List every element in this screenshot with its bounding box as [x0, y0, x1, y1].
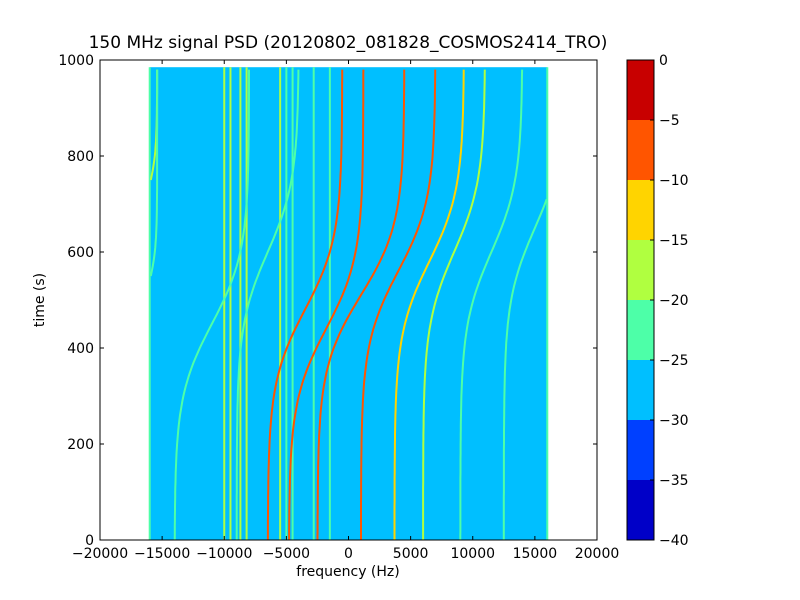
- chart-title: 150 MHz signal PSD (20120802_081828_COSM…: [89, 33, 608, 53]
- colorbar-ticks: 0 −5 −10 −15 −20 −25 −30 −35 −40: [650, 53, 689, 549]
- colorbar-level-6: [627, 120, 654, 180]
- doppler-trace-5: [360, 69, 437, 540]
- doppler-trace-1: [149, 69, 159, 277]
- doppler-trace-7: [422, 69, 486, 540]
- x-tick-label: −10000: [196, 546, 252, 562]
- doppler-trace-layer: [149, 69, 548, 541]
- y-tick-label: 400: [67, 341, 94, 357]
- doppler-trace-6: [393, 69, 465, 540]
- colorbar-tick-label: −15: [659, 233, 689, 249]
- y-tick-label: 1000: [58, 53, 94, 69]
- colorbar-level-5: [627, 180, 654, 240]
- plot-area: −20000 −15000 −10000 −5000 0 5000 10000 15000 20…: [58, 53, 619, 562]
- colorbar-level-2: [627, 360, 654, 420]
- doppler-trace-8: [459, 69, 524, 540]
- x-tick-label: 20000: [575, 546, 620, 562]
- x-tick-label: 5000: [393, 546, 429, 562]
- colorbar-level-1: [627, 420, 654, 480]
- x-tick-label: 0: [344, 546, 353, 562]
- colorbar-tick-label: 0: [659, 53, 668, 69]
- y-tick-label: 800: [67, 149, 94, 165]
- x-tick-label: 15000: [513, 546, 558, 562]
- doppler-trace-2: [266, 69, 344, 540]
- vertical-line-layer: [148, 67, 549, 540]
- colorbar: 0 −5 −10 −15 −20 −25 −30 −35 −40: [626, 53, 689, 549]
- doppler-trace-11: [173, 69, 250, 541]
- colorbar-level-3: [627, 300, 654, 360]
- x-axis-label: frequency (Hz): [296, 564, 399, 580]
- colorbar-level-0: [627, 480, 654, 540]
- y-axis-ticks: 0 200 400 600 800 1000: [58, 53, 597, 549]
- y-tick-label: 0: [85, 533, 94, 549]
- x-tick-label: −20000: [72, 546, 128, 562]
- colorbar-tick-label: −25: [659, 353, 689, 369]
- colorbar-tick-label: −30: [659, 413, 689, 429]
- x-axis-ticks: −20000 −15000 −10000 −5000 0 5000 10000 15000 20…: [72, 60, 619, 562]
- colorbar-tick-label: −35: [659, 473, 689, 489]
- colorbar-levels: [627, 60, 654, 540]
- doppler-trace-10: [235, 69, 300, 540]
- x-tick-label: −15000: [134, 546, 190, 562]
- y-axis-label: time (s): [32, 273, 48, 327]
- colorbar-level-4: [627, 240, 654, 300]
- colorbar-level-7: [627, 60, 654, 120]
- heatmap-layer: [149, 67, 548, 540]
- y-tick-label: 600: [67, 245, 94, 261]
- colorbar-tick-label: −40: [659, 533, 689, 549]
- colorbar-tick-label: −10: [659, 173, 689, 189]
- colorbar-tick-label: −5: [659, 113, 680, 129]
- doppler-trace-9: [502, 198, 548, 540]
- doppler-trace-3: [288, 69, 365, 540]
- y-tick-label: 200: [67, 437, 94, 453]
- colorbar-tick-label: −20: [659, 293, 689, 309]
- x-tick-label: 10000: [450, 546, 495, 562]
- x-tick-label: −5000: [263, 546, 310, 562]
- heatmap-background: [149, 67, 548, 540]
- doppler-trace-4: [316, 69, 406, 540]
